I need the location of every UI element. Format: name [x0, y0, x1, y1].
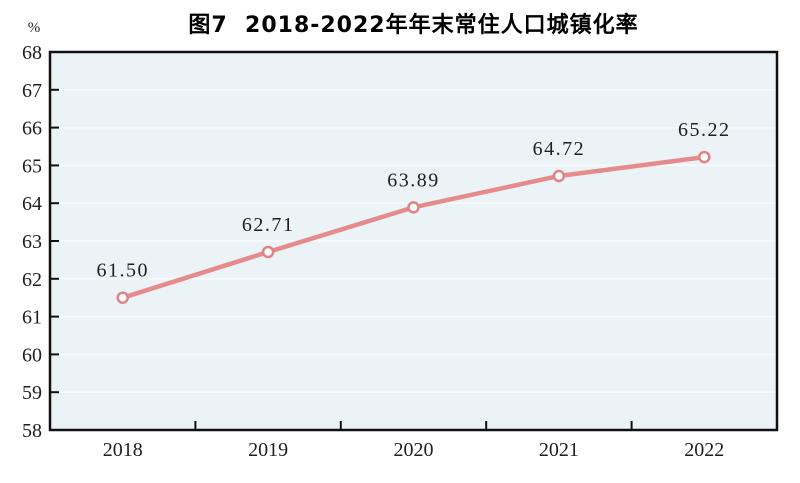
- plot-border: [48, 50, 779, 432]
- y-axis-tick-label: 65: [22, 155, 42, 177]
- data-point-label: 65.22: [678, 119, 731, 141]
- x-axis-tick-label: 2018: [103, 439, 143, 461]
- y-axis-tick-label: 67: [22, 80, 42, 102]
- y-axis-tick-label: 58: [22, 420, 42, 442]
- x-axis-tick-label: 2022: [684, 439, 724, 461]
- x-axis-tick-label: 2020: [394, 439, 434, 461]
- y-axis-tick-label: 68: [22, 42, 42, 64]
- y-axis-tick-label: 62: [22, 269, 42, 291]
- y-axis-tick-label: 63: [22, 231, 42, 253]
- y-axis-tick-label: 61: [22, 307, 42, 329]
- chart-title: 图7 2018-2022年年末常住人口城镇化率: [188, 13, 639, 38]
- data-point-label: 64.72: [533, 138, 586, 160]
- y-axis-tick-label: 64: [22, 193, 42, 215]
- data-point-marker: [116, 291, 129, 304]
- y-axis-unit-label: %: [27, 20, 41, 36]
- data-point-marker: [261, 245, 275, 259]
- y-axis-tick-label: 59: [22, 382, 42, 404]
- data-point-label: 61.50: [96, 260, 149, 282]
- x-axis-tick-label: 2021: [539, 439, 579, 461]
- data-point-marker: [552, 169, 566, 183]
- x-axis-tick-label: 2019: [248, 439, 288, 461]
- data-point-marker: [407, 201, 420, 214]
- data-point-label: 63.89: [387, 169, 440, 191]
- y-axis-tick-label: 60: [22, 344, 42, 366]
- data-point-label: 62.71: [242, 214, 295, 236]
- data-point-marker: [698, 150, 711, 164]
- y-axis-tick-label: 66: [22, 118, 42, 140]
